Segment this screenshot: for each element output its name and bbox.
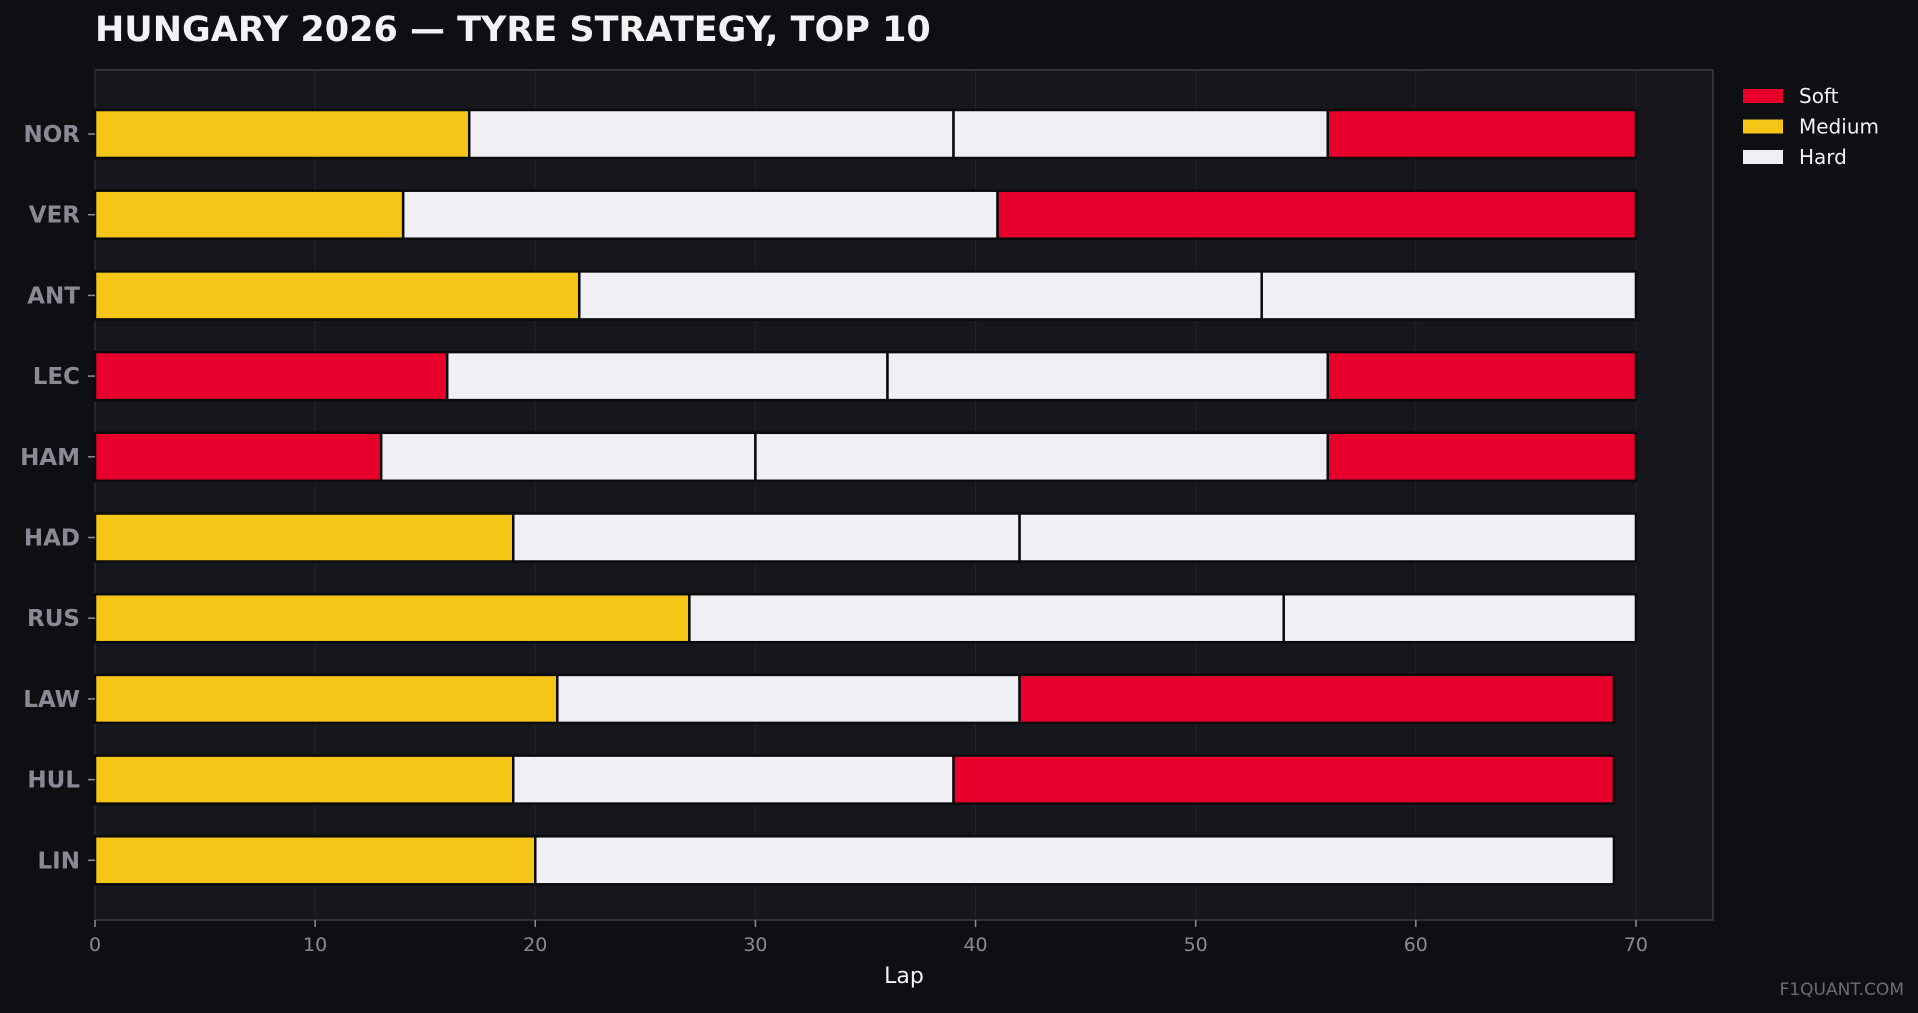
stint-bar: [93, 754, 515, 805]
watermark: F1QUANT.COM: [1780, 980, 1904, 1000]
legend-label: Hard: [1799, 145, 1847, 169]
driver-label: HUL: [27, 768, 80, 794]
legend: Soft Medium Hard: [1743, 84, 1879, 169]
driver-label: HAD: [24, 526, 80, 552]
stint-bar: [578, 270, 1263, 321]
x-tick-label: 0: [89, 934, 101, 956]
driver-row-rus: [93, 592, 1638, 644]
driver-label: NOR: [23, 122, 80, 148]
stint-bar: [886, 350, 1330, 402]
stint-bar: [512, 512, 1021, 563]
x-tick-label: 10: [303, 934, 327, 956]
legend-item-soft: Soft: [1743, 84, 1839, 108]
legend-item-medium: Medium: [1743, 115, 1879, 139]
stint-bar: [467, 108, 955, 160]
stint-bar: [534, 835, 1616, 886]
stint-bar: [1018, 673, 1616, 725]
legend-label: Medium: [1799, 115, 1879, 139]
legend-swatch: [1743, 89, 1783, 103]
x-tick-label: 50: [1184, 934, 1208, 956]
driver-row-ham: [93, 431, 1638, 483]
driver-row-ver: [93, 189, 1638, 240]
stint-bar: [1260, 270, 1638, 321]
stint-bar: [93, 189, 405, 240]
stint-bar: [556, 673, 1021, 725]
legend-swatch: [1743, 119, 1783, 134]
legend-swatch: [1743, 150, 1783, 164]
driver-label: ANT: [27, 283, 80, 309]
driver-row-law: [93, 673, 1616, 725]
legend-item-hard: Hard: [1743, 145, 1847, 169]
stint-bar: [93, 270, 581, 321]
stint-bar: [93, 592, 691, 644]
x-tick-label: 70: [1624, 934, 1648, 956]
stint-bar: [688, 592, 1285, 644]
stint-bar: [1018, 512, 1638, 563]
driver-label: RUS: [27, 606, 80, 632]
driver-row-had: [93, 512, 1638, 563]
stint-bar: [401, 189, 999, 240]
stint-bar: [952, 754, 1616, 805]
x-axis-tick-labels: 0 10 20 30 40 50 60 70: [89, 934, 1648, 956]
chart-title: HUNGARY 2026 — TYRE STRATEGY, TOP 10: [95, 10, 931, 50]
stint-bar: [512, 754, 955, 805]
driver-row-lin: [93, 835, 1616, 886]
x-tick-label: 60: [1404, 934, 1428, 956]
driver-label: LAW: [23, 687, 80, 713]
stint-bar: [996, 189, 1638, 240]
driver-label: VER: [29, 203, 81, 229]
x-axis-label: Lap: [884, 964, 924, 989]
stint-bar: [379, 431, 757, 483]
stint-bar: [93, 108, 471, 160]
stint-bar: [93, 673, 559, 725]
stint-bar: [1326, 431, 1638, 483]
driver-label: LIN: [38, 848, 80, 874]
stint-bar: [952, 108, 1330, 160]
axes: [88, 133, 1637, 927]
driver-row-lec: [93, 350, 1638, 402]
driver-row-hul: [93, 754, 1616, 805]
stint-bar: [1326, 350, 1638, 402]
stint-bar: [93, 350, 449, 402]
stint-bar: [445, 350, 889, 402]
stint-bar: [93, 431, 383, 483]
x-tick-label: 40: [963, 934, 987, 956]
stint-bar: [1326, 108, 1638, 160]
x-tick-label: 20: [523, 934, 547, 956]
driver-row-ant: [93, 270, 1638, 321]
x-tick-label: 30: [743, 934, 767, 956]
driver-label: LEC: [33, 364, 80, 390]
driver-label: HAM: [20, 445, 80, 471]
stint-bar: [754, 431, 1330, 483]
stint-bar: [93, 835, 537, 886]
y-axis-driver-labels: NOR VER ANT LEC HAM HAD RUS LAW HUL LIN: [20, 122, 80, 874]
stint-bar: [93, 512, 515, 563]
legend-label: Soft: [1799, 84, 1839, 108]
driver-row-nor: [93, 108, 1638, 160]
stint-bar: [1282, 592, 1638, 644]
stint-bars: [93, 108, 1638, 886]
